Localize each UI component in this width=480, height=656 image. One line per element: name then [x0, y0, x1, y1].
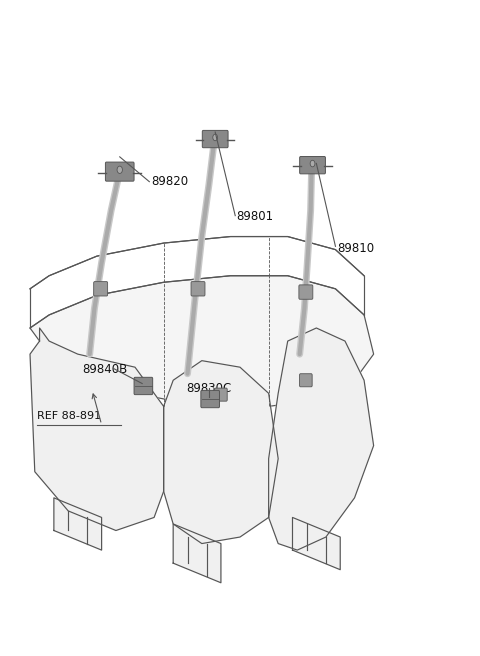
Polygon shape [292, 518, 340, 569]
FancyBboxPatch shape [201, 390, 219, 407]
Polygon shape [30, 328, 164, 531]
Polygon shape [54, 498, 102, 550]
FancyBboxPatch shape [191, 281, 205, 296]
Polygon shape [30, 276, 373, 406]
Text: 89801: 89801 [237, 211, 274, 224]
Polygon shape [164, 361, 278, 544]
Text: 89810: 89810 [337, 242, 374, 255]
Text: 89820: 89820 [151, 175, 188, 188]
Polygon shape [173, 524, 221, 583]
FancyBboxPatch shape [299, 285, 313, 299]
FancyBboxPatch shape [300, 374, 312, 387]
FancyBboxPatch shape [202, 131, 228, 148]
Text: 89840B: 89840B [83, 363, 128, 377]
Circle shape [213, 134, 217, 140]
FancyBboxPatch shape [106, 162, 134, 181]
FancyBboxPatch shape [94, 281, 108, 296]
Circle shape [117, 166, 122, 173]
FancyBboxPatch shape [215, 388, 227, 401]
Text: 89830C: 89830C [187, 382, 232, 395]
FancyBboxPatch shape [134, 377, 153, 395]
FancyBboxPatch shape [300, 157, 325, 174]
Text: REF 88-891: REF 88-891 [37, 411, 101, 421]
Polygon shape [269, 328, 373, 550]
Circle shape [310, 160, 315, 167]
